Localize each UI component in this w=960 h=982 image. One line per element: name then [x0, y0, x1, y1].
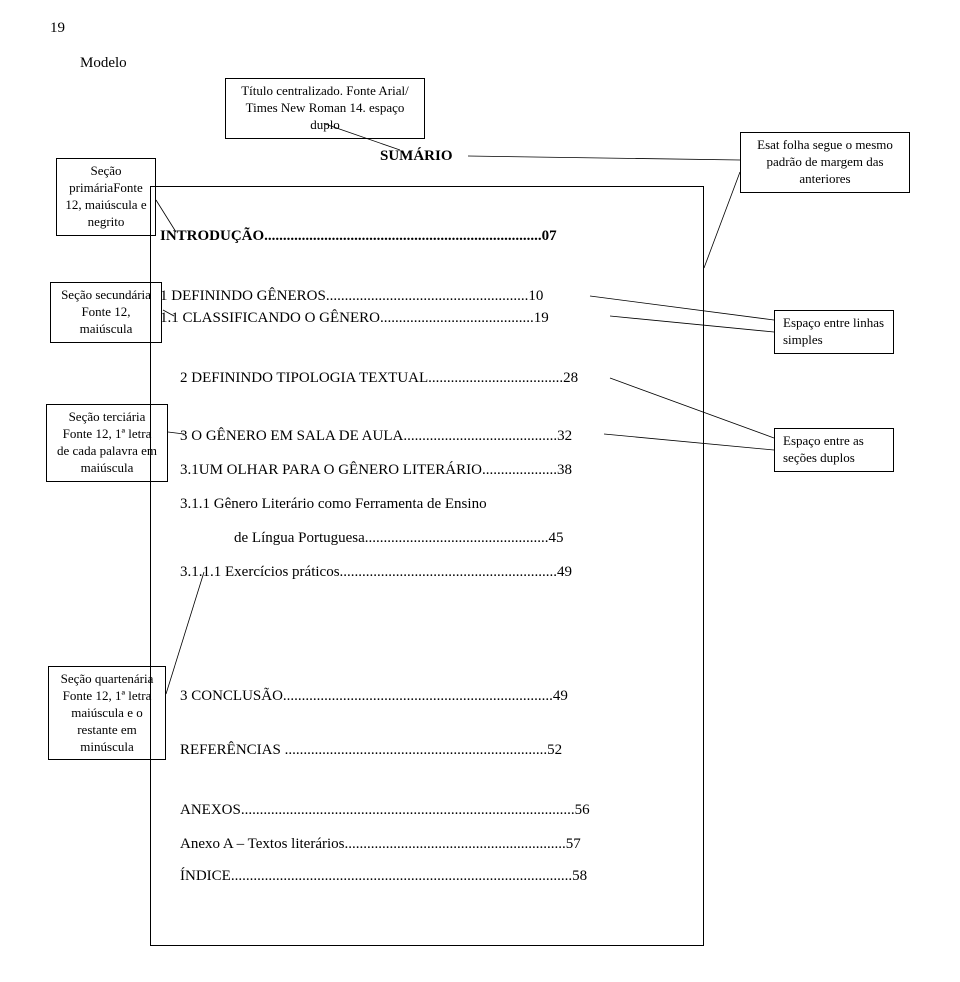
toc-section-1: 1 DEFININDO GÊNEROS.....................…	[160, 288, 543, 305]
toc-section-3: 3 O GÊNERO EM SALA DE AULA..............…	[180, 428, 572, 445]
sumario-title: SUMÁRIO	[380, 148, 453, 165]
secondary-section-note: Seção secundária Fonte 12, maiúscula	[50, 282, 162, 343]
toc-section-3-1-1: 3.1.1 Gênero Literário como Ferramenta d…	[180, 496, 487, 513]
margin-note: Esat folha segue o mesmo padrão de marge…	[740, 132, 910, 193]
primary-section-note: Seção primáriaFonte 12, maiúscula e negr…	[56, 158, 156, 236]
quaternary-section-note: Seção quartenária Fonte 12, 1ª letra mai…	[48, 666, 166, 760]
toc-section-2: 2 DEFININDO TIPOLOGIA TEXTUAL...........…	[180, 370, 578, 387]
title-note: Título centralizado. Fonte Arial/ Times …	[225, 78, 425, 139]
toc-anexos: ANEXOS..................................…	[180, 802, 590, 819]
toc-section-3-1-1-cont: de Língua Portuguesa....................…	[234, 530, 564, 547]
toc-references: REFERÊNCIAS ............................…	[180, 742, 562, 759]
toc-indice: ÍNDICE..................................…	[180, 868, 587, 885]
toc-section-1-1: 1.1 CLASSIFICANDO O GÊNERO..............…	[160, 310, 549, 327]
toc-conclusion: 3 CONCLUSÃO.............................…	[180, 688, 568, 705]
toc-intro: INTRODUÇÃO..............................…	[160, 228, 557, 245]
page-number: 19	[50, 20, 65, 37]
toc-section-3-1: 3.1UM OLHAR PARA O GÊNERO LITERÁRIO.....…	[180, 462, 572, 479]
line-spacing-note: Espaço entre linhas simples	[774, 310, 894, 354]
modelo-label: Modelo	[80, 55, 127, 72]
section-spacing-note: Espaço entre as seções duplos	[774, 428, 894, 472]
toc-section-3-1-1-1: 3.1.1.1 Exercícios práticos.............…	[180, 564, 572, 581]
toc-anexo-a: Anexo A – Textos literários.............…	[180, 836, 581, 853]
